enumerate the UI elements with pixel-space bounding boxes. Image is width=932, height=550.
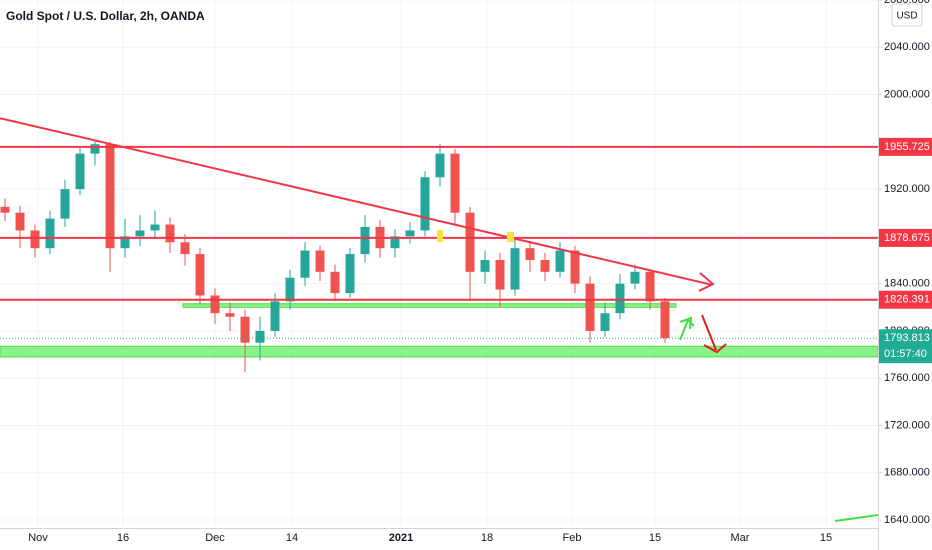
price-label: 1878.675 (884, 232, 930, 244)
x-tick-label: 2021 (389, 532, 413, 544)
candle-body (180, 242, 190, 255)
red-arrow (701, 314, 717, 351)
marker (437, 230, 443, 242)
candle-body (0, 206, 10, 213)
price-label: 1826.391 (884, 294, 930, 306)
x-tick-label: Nov (28, 532, 48, 544)
candle-body (135, 230, 145, 237)
x-tick-label: Mar (731, 532, 750, 544)
candle-body (165, 224, 175, 243)
candle-body (15, 212, 25, 231)
chart-title: Gold Spot / U.S. Dollar, 2h, OANDA (6, 9, 205, 23)
support-zone (0, 345, 879, 358)
candle-body (495, 260, 505, 290)
candle-body (195, 254, 205, 296)
candle-body (360, 226, 370, 255)
y-tick-label: 2000.000 (884, 88, 930, 100)
candle-body (525, 248, 535, 260)
countdown: 01:57:40 (884, 348, 927, 360)
price-label: 1955.725 (884, 141, 930, 153)
price-label-bg (879, 137, 932, 156)
last-price-bg (879, 329, 932, 364)
candle-body (615, 283, 625, 314)
last-price-label: 1793.813 (884, 332, 930, 344)
candle-body (225, 313, 235, 317)
candle-body (390, 236, 400, 249)
candle-body (270, 301, 280, 331)
candle-body (540, 260, 550, 272)
candle-body (285, 277, 295, 302)
y-tick-label: 2040.000 (884, 41, 930, 53)
candle-body (570, 250, 580, 284)
candle-body (90, 144, 100, 154)
candle-body (510, 248, 520, 290)
candle-body (330, 271, 340, 294)
candle-body (345, 254, 355, 294)
plot (0, 117, 879, 373)
x-tick-label: 16 (117, 532, 129, 544)
support-zone (182, 303, 677, 308)
candle-body (420, 177, 430, 231)
candle-body (315, 250, 325, 272)
green-arrow-head (679, 316, 693, 330)
candle-body (660, 301, 670, 338)
x-tick-label: Feb (563, 532, 582, 544)
candle-body (555, 250, 565, 272)
candle-body (60, 189, 70, 219)
red-arrow-head (703, 343, 727, 354)
currency-box[interactable] (891, 3, 923, 27)
candle-body (255, 330, 265, 343)
candle-body (105, 144, 115, 249)
candle-body (480, 260, 490, 272)
marker (507, 232, 514, 242)
y-tick-label: 1840.000 (884, 278, 930, 290)
y-tick-label: 1680.000 (884, 467, 930, 479)
candle-body (405, 230, 415, 237)
candle-body (150, 224, 160, 231)
x-tick-label: 15 (649, 532, 661, 544)
y-tick-label: 1920.000 (884, 183, 930, 195)
y-tick-label: 2080.000 (884, 0, 930, 6)
x-tick-label: Dec (205, 532, 225, 544)
candle-body (30, 230, 40, 249)
y-tick-label: 1720.000 (884, 419, 930, 431)
price-label-bg (879, 228, 932, 247)
trend-arrow-head (698, 272, 715, 292)
y-tick-label: 1640.000 (884, 514, 930, 526)
candle-body (630, 271, 640, 284)
y-tick-label: 1760.000 (884, 372, 930, 384)
candle-body (45, 218, 55, 249)
candle-body (120, 236, 130, 249)
candle-body (435, 153, 445, 178)
candle-body (585, 283, 595, 331)
candle-body (75, 153, 85, 190)
candle-body (300, 250, 310, 278)
x-tick-label: 15 (820, 532, 832, 544)
x-tick-label: 18 (481, 532, 493, 544)
candle-body (600, 313, 610, 331)
grid (0, 0, 878, 528)
candle-body (450, 153, 460, 213)
candle-body (210, 295, 220, 314)
x-tick-label: 14 (286, 532, 298, 544)
price-label-bg (879, 290, 932, 309)
candle-body (240, 316, 250, 343)
candle-body (465, 212, 475, 272)
candle-body (645, 271, 655, 302)
currency: USD (896, 11, 917, 22)
drawing-line (834, 514, 879, 522)
